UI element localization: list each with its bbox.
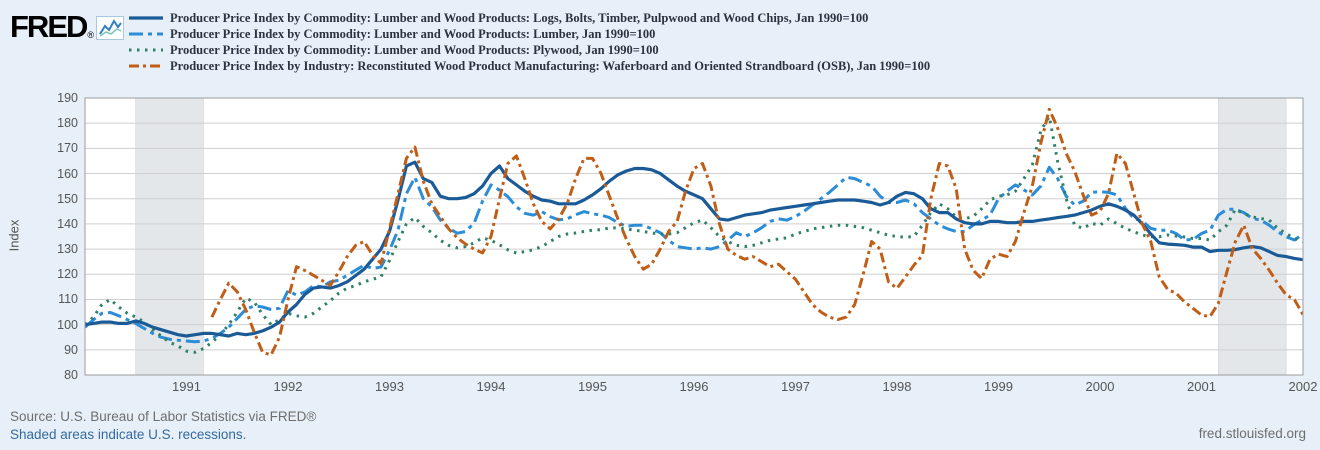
plot-background <box>85 98 1303 375</box>
y-tick-label: 120 <box>57 267 78 282</box>
fred-url-text: fred.stlouisfed.org <box>1198 426 1306 441</box>
y-tick-label: 150 <box>57 191 78 206</box>
chart-legend: Producer Price Index by Commodity: Lumbe… <box>129 10 930 74</box>
fred-logo-text: FRED <box>10 9 88 44</box>
x-tick-label: 2000 <box>1085 379 1115 394</box>
legend-label: Producer Price Index by Commodity: Lumbe… <box>170 42 659 57</box>
legend-line-swatch <box>129 32 163 36</box>
y-tick-label: 80 <box>64 368 78 382</box>
y-axis-title: Index <box>6 219 22 252</box>
recession-band <box>1218 97 1287 376</box>
y-tick-label: 140 <box>57 216 78 231</box>
legend-line-swatch <box>129 16 163 20</box>
y-tick-label: 130 <box>57 242 78 257</box>
fred-logo: FRED ® <box>10 9 125 45</box>
y-tick-label: 100 <box>57 317 78 332</box>
source-text: Source: U.S. Bureau of Labor Statistics … <box>10 409 317 424</box>
x-tick-label: 1991 <box>172 379 201 394</box>
y-tick-label: 160 <box>57 166 78 181</box>
x-tick-label: 2002 <box>1288 379 1318 394</box>
recession-note-link[interactable]: Shaded areas indicate U.S. recessions. <box>10 427 247 442</box>
plot-border <box>84 97 1304 376</box>
x-tick-label: 1993 <box>375 379 404 394</box>
legend-label: Producer Price Index by Commodity: Lumbe… <box>170 26 656 41</box>
y-tick-label: 180 <box>57 116 78 131</box>
x-tick-label: 1999 <box>984 379 1013 394</box>
x-tick-label: 1992 <box>273 379 303 394</box>
y-tick-label: 110 <box>58 292 78 307</box>
y-tick-label: 190 <box>57 91 78 105</box>
x-tick-label: 2001 <box>1187 379 1216 394</box>
recession-band <box>135 97 204 376</box>
registered-mark: ® <box>87 30 95 40</box>
series-line-logs-bolts-timber-pulpwood-and-wood-chips <box>85 160 1303 338</box>
series-line-waferboard-and-oriented-strandboard-osb <box>210 107 1303 357</box>
legend-item: Producer Price Index by Commodity: Lumbe… <box>129 10 930 26</box>
sparkline-icon <box>96 16 125 45</box>
y-tick-label: 170 <box>57 141 78 156</box>
legend-item: Producer Price Index by Commodity: Lumbe… <box>129 26 930 42</box>
legend-item: Producer Price Index by Industry: Recons… <box>129 58 930 74</box>
legend-line-swatch <box>129 48 163 52</box>
x-tick-label: 1995 <box>578 379 607 394</box>
legend-line-swatch <box>129 64 163 68</box>
legend-item: Producer Price Index by Commodity: Lumbe… <box>129 42 930 58</box>
legend-label: Producer Price Index by Industry: Recons… <box>170 58 931 73</box>
x-tick-label: 1997 <box>781 379 810 394</box>
x-tick-label: 1998 <box>882 379 912 394</box>
y-tick-label: 90 <box>64 342 78 357</box>
legend-label: Producer Price Index by Commodity: Lumbe… <box>170 10 869 25</box>
x-tick-label: 1994 <box>476 379 506 394</box>
x-tick-label: 1996 <box>679 379 709 394</box>
